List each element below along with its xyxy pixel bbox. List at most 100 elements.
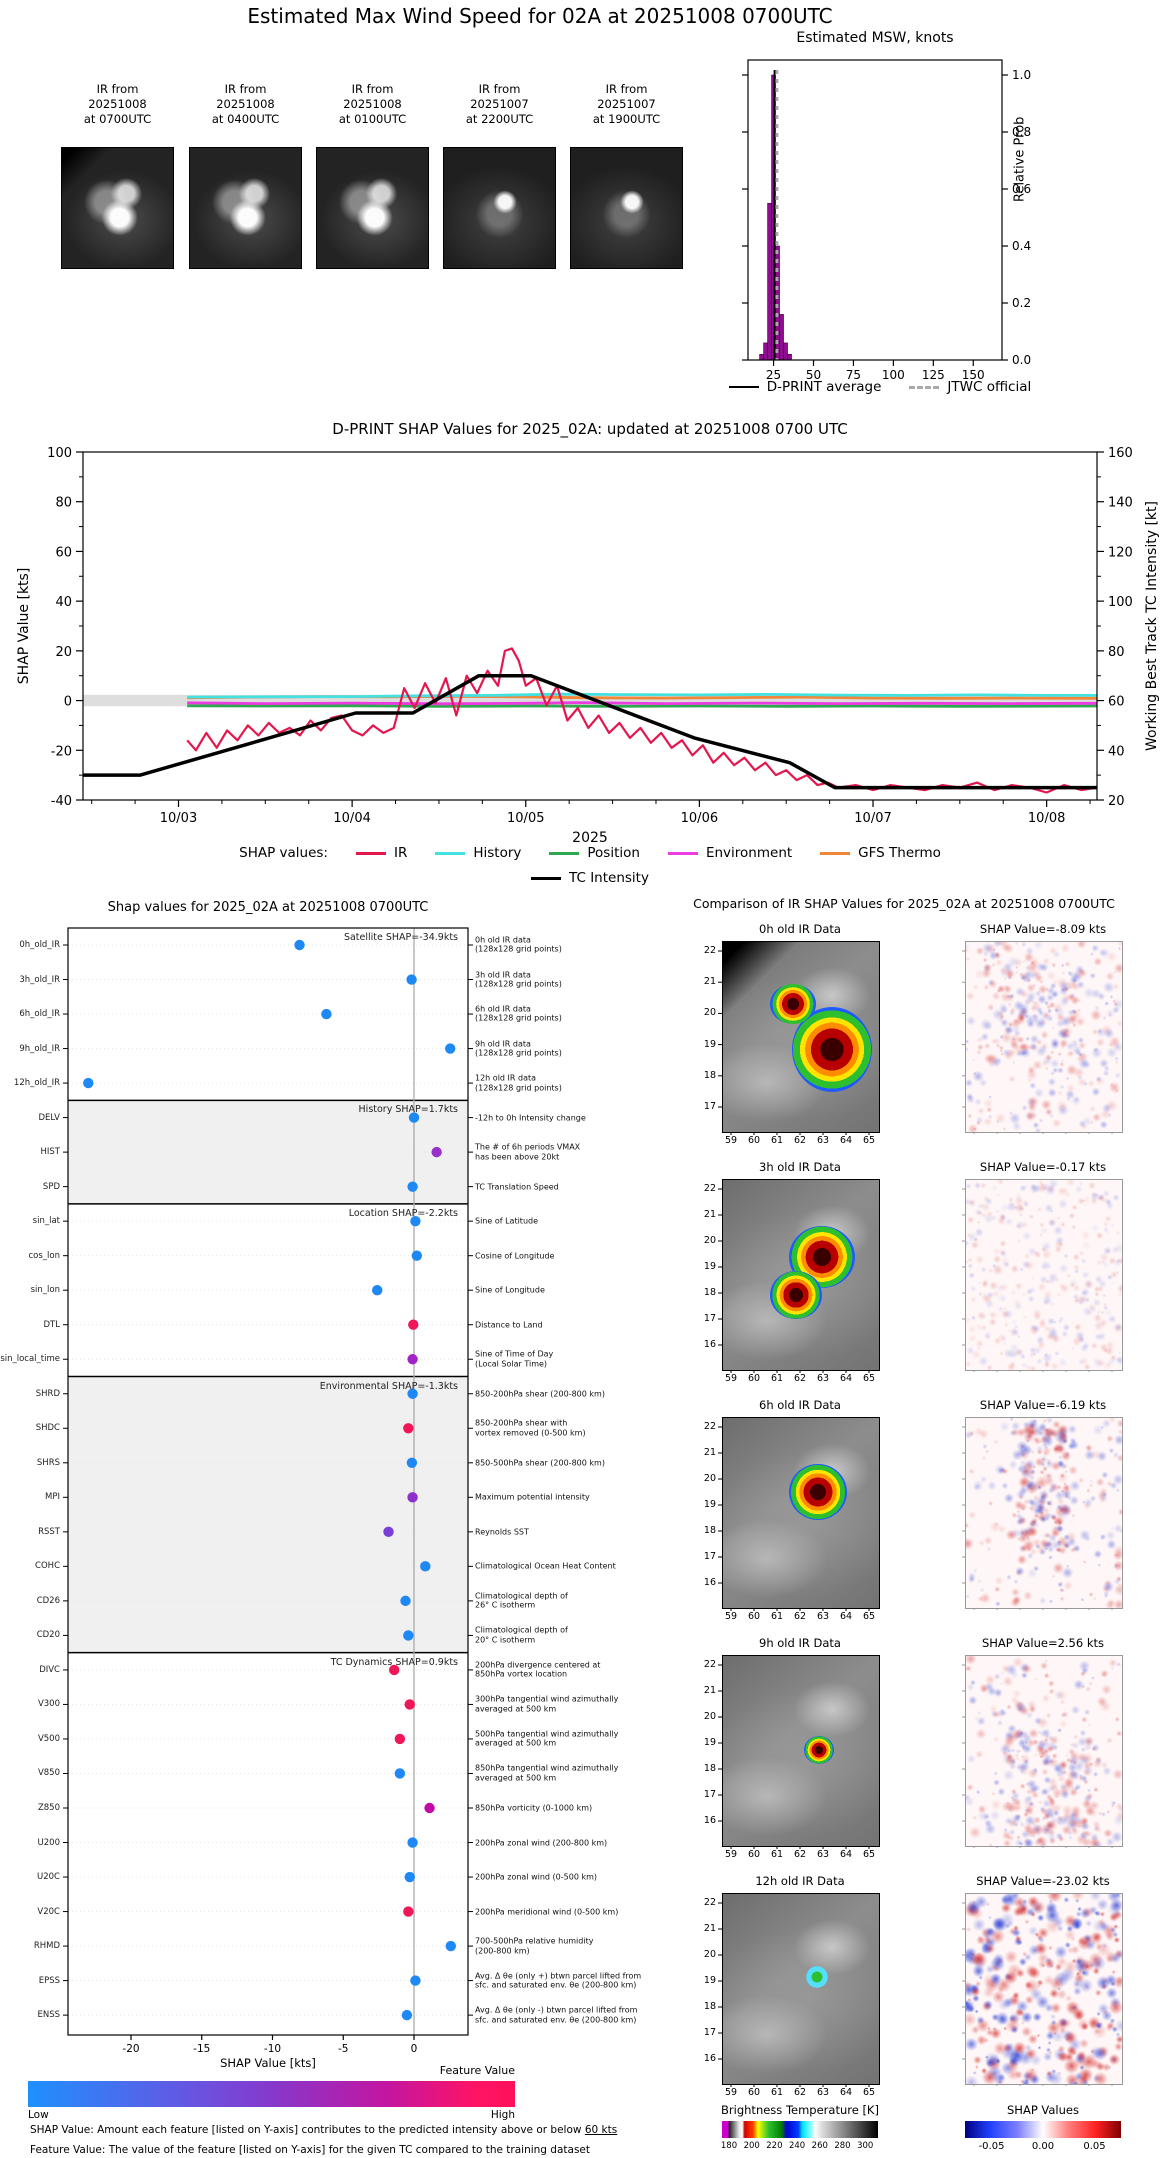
histogram-ytick: 0.6: [1012, 182, 1031, 196]
feature-desc-U20C: 200hPa zonal wind (0-500 km): [475, 1872, 597, 1882]
ir-ytick: 17: [703, 2027, 716, 2038]
feature-label-SHDC: SHDC: [35, 1423, 60, 1434]
shap-dot-V500: [394, 1733, 406, 1745]
ir-xtick: 62: [793, 1611, 807, 1622]
feature-label-DTL: DTL: [43, 1319, 60, 1330]
timeseries-legend-row1: SHAP values: IR History Position Environment…: [83, 845, 1097, 861]
ir-data-image: [722, 1417, 880, 1609]
ir-ytick: 22: [703, 1183, 716, 1194]
ir-xtick: 65: [862, 1849, 876, 1860]
ir-xtick: 64: [839, 1849, 853, 1860]
dotplot-xlabel: SHAP Value [kts]: [220, 2056, 316, 2070]
ir-thumb-label-line: IR from: [96, 82, 139, 96]
ir-xtick: 61: [770, 1849, 784, 1860]
histogram-title: Estimated MSW, knots: [796, 30, 954, 46]
histogram-ytick: 0.8: [1012, 125, 1031, 139]
footnote-feature: Feature Value: The value of the feature …: [30, 2144, 591, 2156]
timeseries-xtick: 10/04: [333, 811, 370, 826]
histogram-xtick: 75: [846, 368, 861, 382]
ir-ytick: 22: [703, 1659, 716, 1670]
ir-xtick: 63: [816, 2087, 830, 2098]
timeseries-ytick-right: 100: [1108, 595, 1133, 610]
histogram-xtick: 25: [766, 368, 781, 382]
ir-xtick: 60: [747, 1849, 761, 1860]
ir-thumb-label: IR from 20251007 at 1900UTC: [570, 82, 683, 128]
legend-swatch: [531, 876, 562, 880]
data-series-line: [187, 704, 1098, 708]
data-series-line: [187, 692, 1097, 699]
feature-label-U200: U200: [37, 1837, 60, 1848]
ir-thumb-label-line: 20251007: [597, 97, 656, 112]
dotplot-xtick: -15: [193, 2043, 210, 2055]
shap-dot-CD26: [400, 1595, 411, 1607]
feature-colorbar-title: Feature Value: [439, 2064, 515, 2077]
timeseries-xtick: 10/06: [681, 811, 718, 826]
timeseries-ytick-left: 100: [47, 446, 72, 461]
storm-core: [769, 1271, 822, 1320]
feature-label-RSST: RSST: [38, 1526, 60, 1537]
ir-ytick: 19: [703, 1975, 716, 1986]
timeseries-ytick-left: 80: [55, 496, 72, 511]
feature-label-DIVC: DIVC: [39, 1664, 60, 1675]
feature-label-Z850: Z850: [37, 1803, 60, 1813]
shap-colorbar-tick: 0.05: [1083, 2141, 1106, 2152]
shap-panel-title: SHAP Value=-8.09 kts: [979, 922, 1107, 936]
ir-ytick: 19: [703, 1499, 716, 1510]
ir-xtick: 63: [816, 1849, 830, 1860]
timeseries-legend-row2: TC Intensity: [83, 870, 1097, 886]
timeseries-ytick-left: 20: [55, 645, 72, 660]
ir-xtick: 65: [862, 2087, 876, 2098]
feature-label-SHRD: SHRD: [35, 1388, 60, 1399]
timeseries-legend-item: Position: [549, 845, 640, 861]
histogram-bar: [783, 342, 788, 361]
ir-xtick: 60: [747, 2087, 761, 2098]
ir-ytick: 18: [703, 1069, 716, 1081]
ir-thumb-label-line: at 1900UTC: [592, 112, 661, 127]
shap-dot-V20C: [403, 1906, 414, 1917]
feature-label-RHMD: RHMD: [33, 1941, 60, 1952]
shap-dot-DTL: [408, 1319, 419, 1330]
feature-desc-COHC: Climatological Ocean Heat Content: [475, 1561, 616, 1571]
timeseries-ytick-right: 120: [1108, 545, 1133, 560]
feature-label-HIST: HIST: [40, 1147, 61, 1158]
feature-label-9h_old_IR: 9h_old_IR: [19, 1043, 60, 1054]
timeseries-ytick-right: 80: [1108, 645, 1125, 660]
feature-label-6h_old_IR: 6h_old_IR: [19, 1009, 60, 1020]
ir-ytick: 21: [703, 1685, 716, 1696]
feature-label-COHC: COHC: [35, 1561, 60, 1572]
shap-dot-EPSS: [410, 1975, 421, 1986]
feature-desc-RSST: Reynolds SST: [475, 1527, 529, 1537]
timeseries-legend-item: IR: [355, 845, 407, 861]
shap-values-colorbar: [965, 2121, 1121, 2138]
ir-xtick: 59: [724, 1373, 738, 1384]
shap-noise-map: [965, 1893, 1123, 2085]
ir-thumb-label-line: 20251007: [470, 97, 529, 112]
dotplot-xtick: 0: [411, 2043, 418, 2055]
dotplot-xtick: -5: [338, 2043, 348, 2055]
timeseries-ytick-left: -40: [51, 794, 72, 809]
shap-dot-sin_local_time: [407, 1354, 418, 1365]
ir-data-image: [722, 1655, 880, 1847]
feature-label-CD26: CD26: [36, 1595, 60, 1606]
comparison-title: Comparison of IR SHAP Values for 2025_02…: [693, 896, 1115, 911]
shap-panel-title: SHAP Value=-0.17 kts: [979, 1160, 1107, 1174]
shap-dot-MPI: [407, 1492, 418, 1503]
shap-dot-SHRD: [407, 1388, 418, 1399]
feature-desc-V500: 500hPa tangential wind azimuthally avera…: [475, 1729, 619, 1748]
feature-desc-V300: 300hPa tangential wind azimuthally avera…: [475, 1695, 619, 1714]
feature-desc-EPSS: Avg. Δ θe (only +) btwn parcel lifted fr…: [475, 1971, 642, 1990]
ir-thumbnail-image: [570, 147, 683, 269]
ir-panel-title: 9h old IR Data: [759, 1636, 841, 1650]
ir-thumb-label-line: IR from: [224, 82, 267, 96]
ir-xtick: 60: [747, 1611, 761, 1622]
brightness-temperature-colorbar: [722, 2121, 878, 2138]
ir-xtick: 63: [816, 1135, 830, 1146]
feature-desc-CD26: Climatological depth of 26° C isotherm: [475, 1591, 568, 1610]
ir-ytick: 22: [703, 1897, 716, 1908]
histogram-legend: D-PRINT average JTWC official: [600, 379, 1160, 395]
shap-dot-HIST: [431, 1146, 442, 1158]
ir-xtick: 64: [839, 2087, 853, 2098]
timeseries-ytick-left: 40: [55, 595, 72, 610]
ir-ytick: 21: [703, 976, 716, 988]
histogram-bar: [763, 342, 768, 361]
